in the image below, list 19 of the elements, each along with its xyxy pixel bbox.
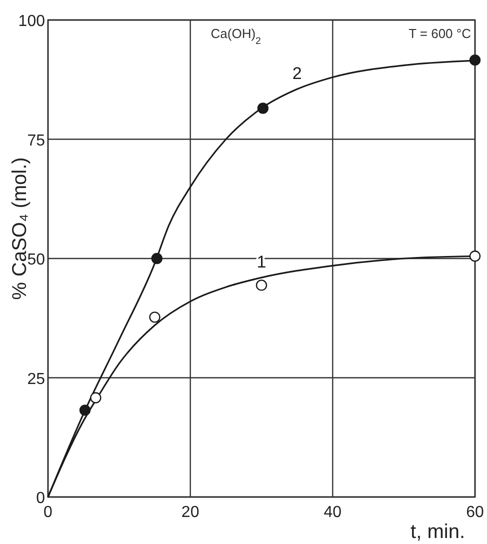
x-tick-label: 60	[466, 504, 484, 521]
point	[79, 404, 91, 416]
point	[90, 392, 102, 404]
y-tick-label: 25	[27, 370, 46, 388]
annotation: Ca(OH)$_{2}$	[210, 26, 261, 46]
y-tick-label: 100	[18, 13, 46, 30]
series-label: 2	[292, 64, 302, 84]
point	[469, 54, 481, 66]
y-tick-label: 0	[36, 490, 46, 507]
point	[151, 252, 162, 264]
point	[469, 250, 481, 262]
annotation: T = 600 °C	[408, 26, 471, 41]
x-tick-label: 20	[181, 504, 200, 521]
y-tick-label: 75	[27, 132, 46, 150]
point	[256, 280, 268, 291]
x-tick-label: 40	[324, 504, 342, 521]
x-axis-title: t, min.	[410, 521, 465, 543]
point	[257, 102, 269, 114]
point	[149, 312, 160, 323]
